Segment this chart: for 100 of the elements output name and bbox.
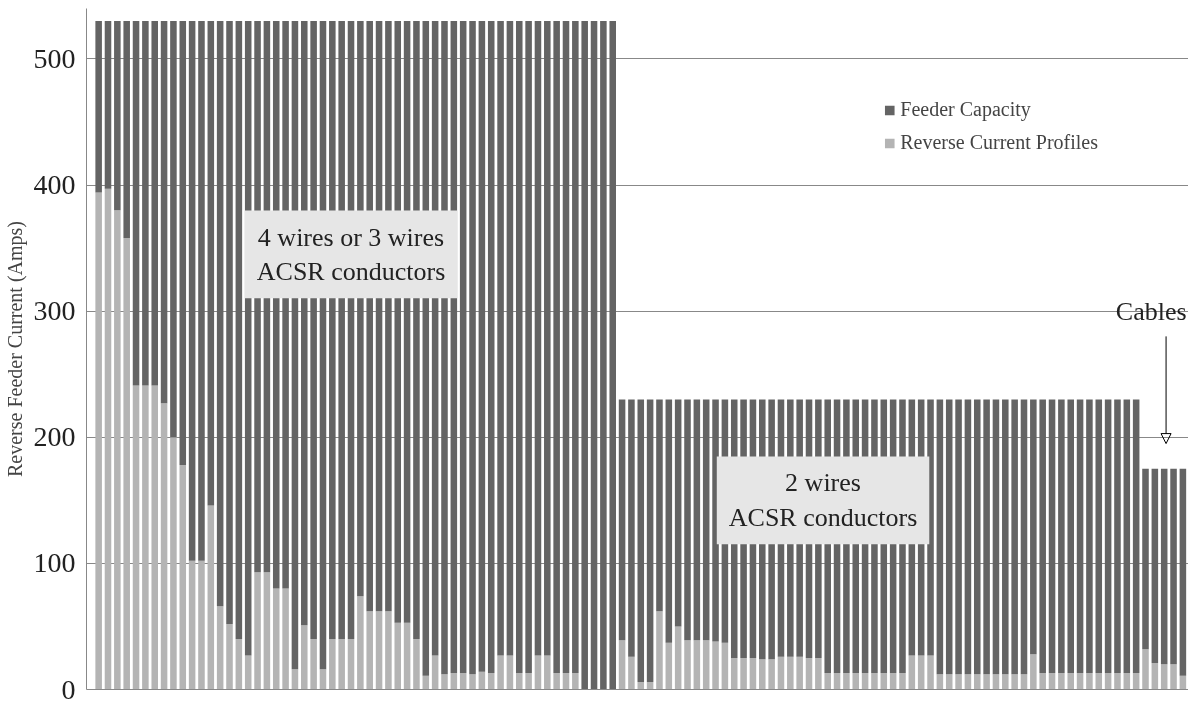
bar xyxy=(1142,649,1149,690)
bar xyxy=(114,21,121,211)
bar xyxy=(861,673,869,690)
bar xyxy=(992,399,1000,675)
bar xyxy=(469,674,476,690)
y-axis-title: Reverse Feeder Current (Amps) xyxy=(3,220,27,478)
bar xyxy=(852,673,860,690)
bar xyxy=(927,655,934,690)
annotation: 4 wires or 3 wires ACSR conductors xyxy=(256,222,446,287)
bar xyxy=(272,588,280,690)
bar xyxy=(357,596,364,690)
bar xyxy=(1039,673,1046,690)
bar xyxy=(469,21,476,675)
bar xyxy=(1151,663,1159,690)
bar xyxy=(684,399,691,641)
bar xyxy=(198,560,205,690)
bar xyxy=(702,640,710,690)
bar xyxy=(749,657,757,690)
bar xyxy=(1086,673,1093,690)
bar xyxy=(104,21,112,189)
y-tick-label: 400 xyxy=(33,169,76,201)
bar xyxy=(1011,399,1018,675)
bar xyxy=(562,21,570,674)
bar xyxy=(515,21,523,674)
bar xyxy=(207,21,215,506)
bar xyxy=(964,674,972,690)
bar xyxy=(787,656,794,690)
bar xyxy=(497,21,504,656)
bar xyxy=(759,659,766,690)
bar xyxy=(712,641,719,690)
bar xyxy=(618,399,626,641)
bar xyxy=(319,669,327,690)
bar xyxy=(188,21,196,561)
bar xyxy=(198,21,205,561)
bar xyxy=(917,655,925,690)
bar xyxy=(235,639,243,690)
bar xyxy=(740,657,747,690)
bar xyxy=(637,399,645,682)
bar xyxy=(310,639,317,690)
bar xyxy=(721,642,729,690)
bar xyxy=(1170,468,1177,665)
bar xyxy=(506,655,514,690)
bar xyxy=(534,21,542,656)
bar xyxy=(216,21,224,607)
bar xyxy=(459,673,467,690)
bar xyxy=(1058,673,1065,690)
bar xyxy=(665,399,673,643)
bar xyxy=(123,238,130,690)
bar xyxy=(450,673,458,690)
bar xyxy=(1048,673,1056,690)
bar xyxy=(1170,664,1177,690)
bar xyxy=(871,673,878,690)
bar xyxy=(132,385,140,690)
bar xyxy=(375,611,383,690)
bar xyxy=(188,560,196,690)
bar xyxy=(983,674,990,690)
bar xyxy=(945,674,953,690)
bar xyxy=(291,669,299,690)
bar xyxy=(973,674,981,690)
bar xyxy=(702,399,710,641)
bar xyxy=(600,21,607,690)
bar xyxy=(656,399,663,612)
bar xyxy=(413,639,420,690)
bar xyxy=(1076,399,1084,674)
bar xyxy=(964,399,972,675)
bar xyxy=(170,21,177,438)
bar xyxy=(572,21,579,674)
bar xyxy=(487,673,495,690)
bar xyxy=(544,655,551,690)
bar xyxy=(487,21,495,674)
bar xyxy=(609,21,616,690)
bar xyxy=(936,399,944,675)
bar xyxy=(329,639,336,690)
bar xyxy=(684,640,691,690)
bar xyxy=(347,639,355,690)
bar xyxy=(1030,654,1037,690)
bar xyxy=(441,674,448,690)
bar xyxy=(824,673,831,690)
bar xyxy=(544,21,551,656)
bar xyxy=(95,21,102,193)
bar xyxy=(95,192,102,690)
bar xyxy=(796,656,803,690)
bar xyxy=(1151,468,1159,664)
bar xyxy=(815,657,822,690)
bar xyxy=(553,673,560,690)
y-tick-label: 0 xyxy=(61,673,76,703)
bar xyxy=(880,673,888,690)
bar xyxy=(1030,399,1037,655)
bar xyxy=(656,611,663,690)
bar xyxy=(235,21,243,640)
bar xyxy=(899,673,906,690)
legend-label: Feeder Capacity xyxy=(900,98,1031,121)
bar xyxy=(1095,673,1103,690)
bar xyxy=(160,21,168,404)
bar xyxy=(1114,673,1121,690)
bar xyxy=(179,465,187,690)
bar xyxy=(983,399,990,675)
bar xyxy=(1076,673,1084,690)
bar xyxy=(160,403,168,690)
bar xyxy=(1132,399,1140,674)
